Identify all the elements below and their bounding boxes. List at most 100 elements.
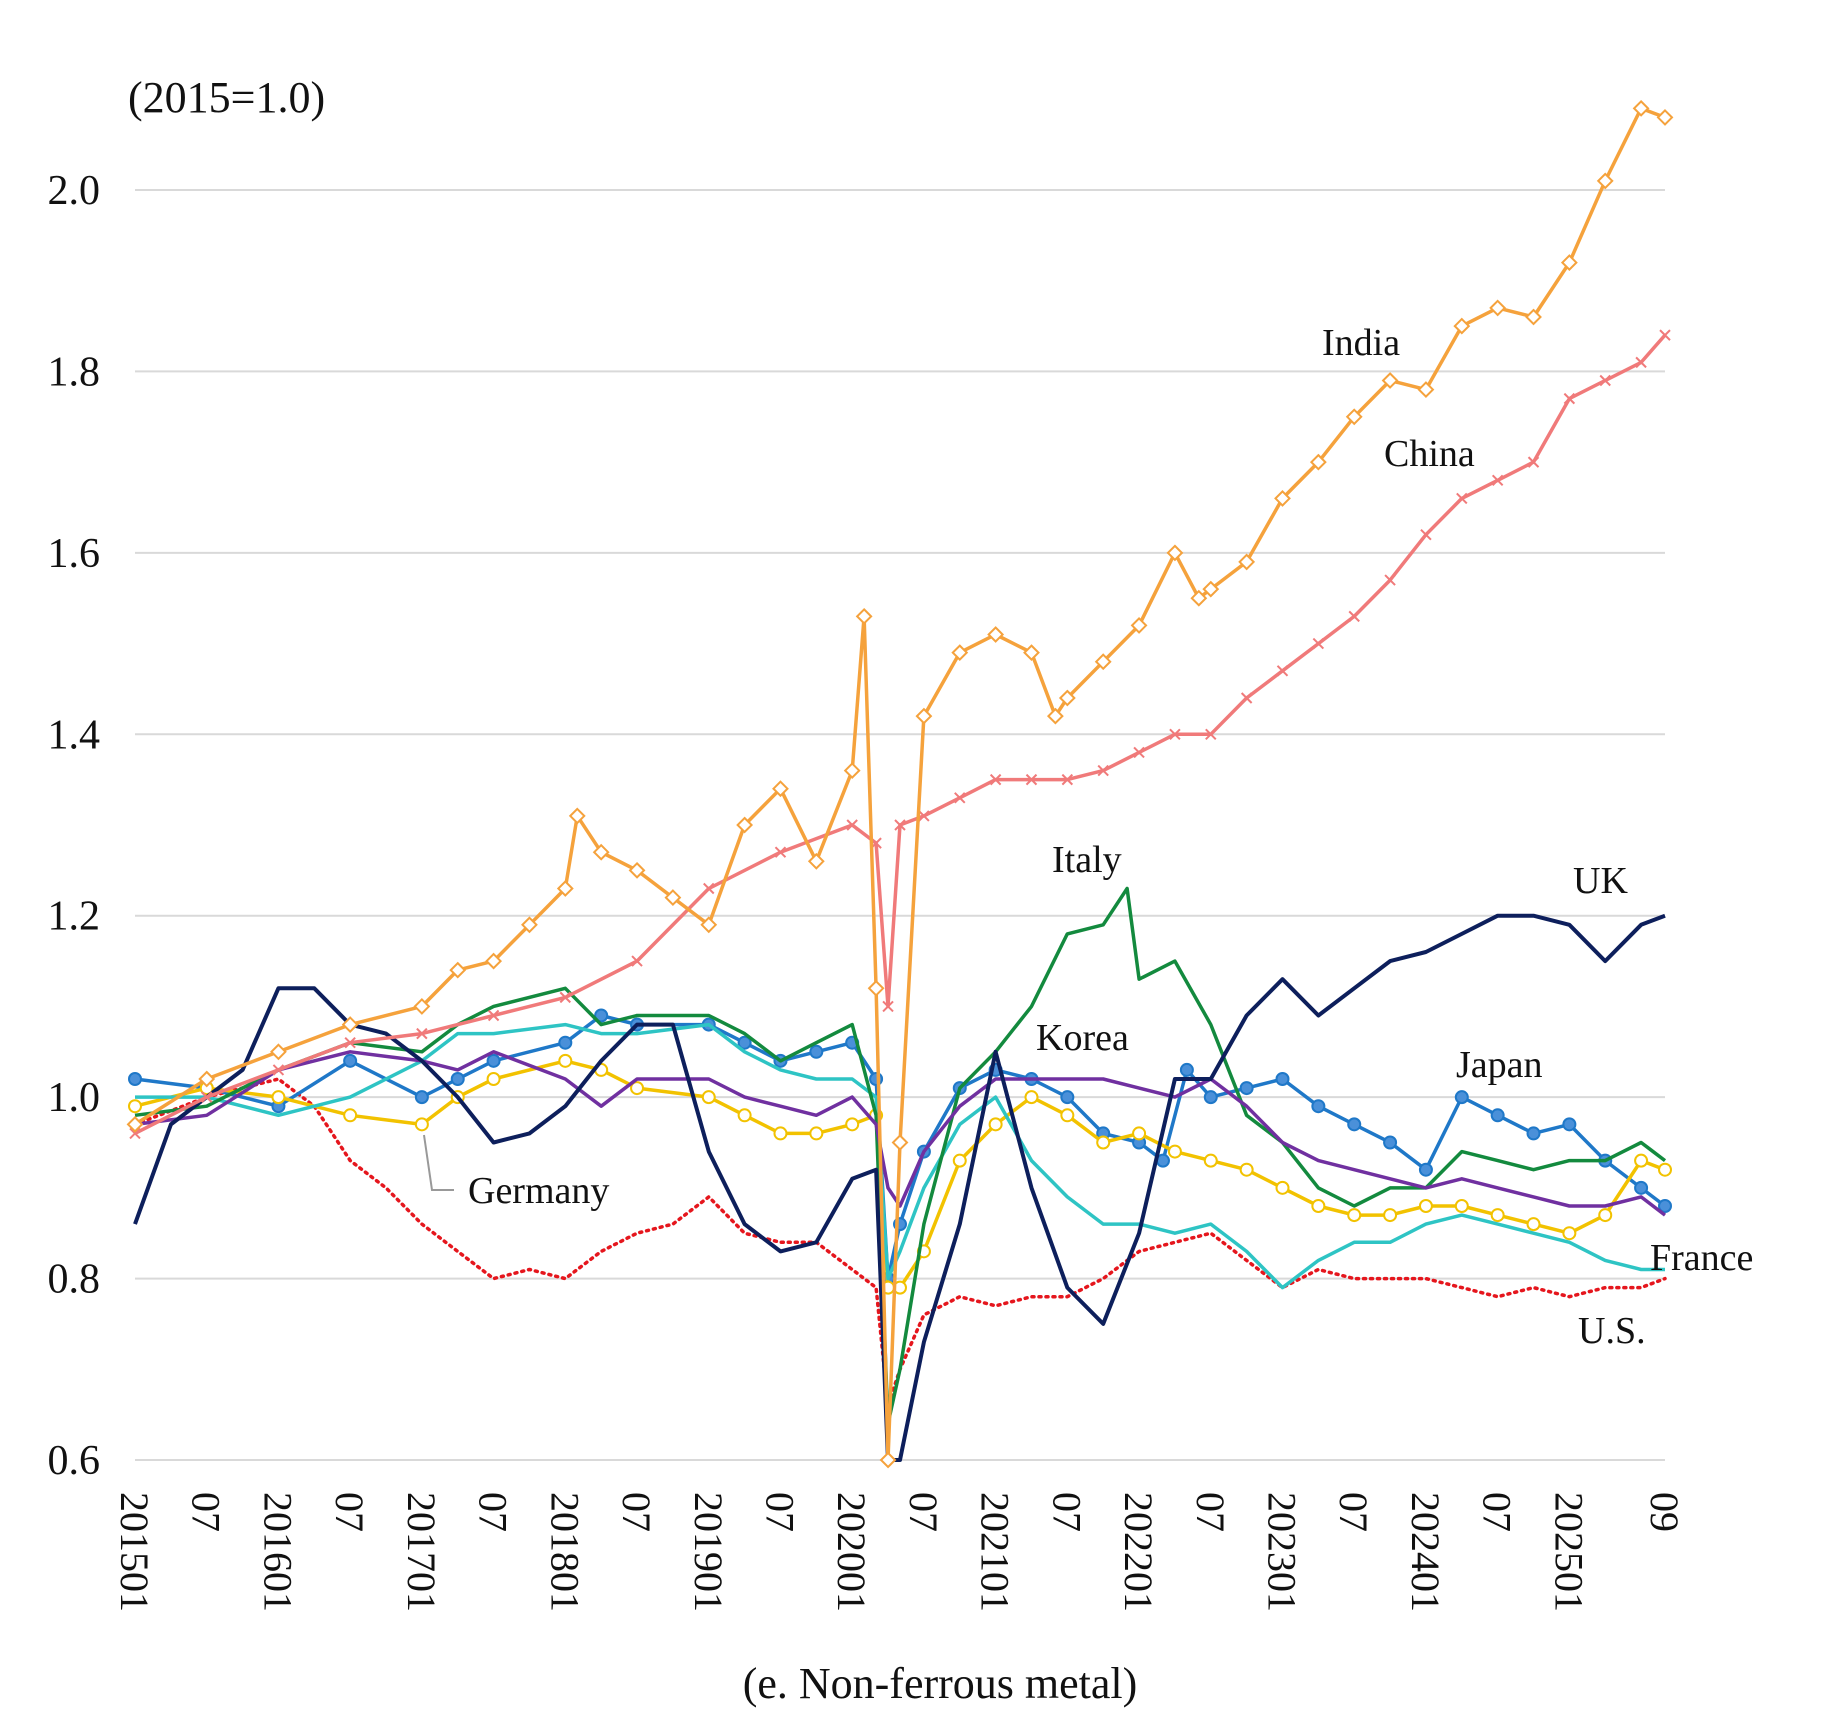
data-point	[1599, 374, 1611, 387]
series-line	[134, 333, 1667, 1135]
unit-label: (2015=1.0)	[128, 73, 325, 122]
data-point	[1562, 1226, 1577, 1241]
data-point	[414, 1090, 429, 1105]
data-point	[558, 1035, 573, 1050]
data-point	[1347, 1208, 1362, 1223]
data-point	[1526, 1217, 1541, 1232]
x-tick-label: 202401	[1403, 1492, 1448, 1612]
data-point	[592, 843, 610, 861]
data-point	[1489, 299, 1507, 317]
data-point	[1239, 1081, 1254, 1096]
data-point	[450, 1072, 465, 1086]
data-point	[1166, 544, 1184, 562]
data-point	[628, 861, 646, 879]
data-point	[1058, 689, 1076, 707]
series-label-uk: UK	[1573, 860, 1628, 902]
data-point	[1656, 109, 1674, 126]
x-tick-label: 09	[1642, 1492, 1687, 1532]
series-labels: India China Italy UK Korea Japan Germany France…	[423, 322, 1753, 1352]
data-point	[341, 1016, 359, 1033]
data-point	[414, 1117, 429, 1132]
data-point	[568, 807, 586, 825]
x-tick-label: 201501	[112, 1492, 157, 1612]
data-point	[1169, 728, 1181, 740]
data-point	[1240, 692, 1253, 704]
data-point	[1096, 1135, 1111, 1150]
data-point	[894, 819, 906, 831]
data-point	[1347, 1117, 1362, 1132]
series-label-china: China	[1384, 433, 1475, 475]
data-point	[1023, 644, 1040, 662]
data-point	[270, 1043, 287, 1061]
data-point	[1527, 456, 1540, 468]
data-point	[1097, 764, 1109, 777]
data-point	[485, 952, 503, 970]
x-tick-label: 202201	[1116, 1492, 1161, 1612]
series-label-u-s: U.S.	[1578, 1310, 1646, 1352]
x-tick-label: 201901	[686, 1492, 731, 1612]
data-point	[1130, 617, 1148, 634]
series-label-korea: Korea	[1036, 1017, 1129, 1059]
data-point	[126, 1115, 144, 1133]
series-lines	[126, 99, 1674, 1469]
data-point	[1348, 610, 1360, 623]
series-korea	[134, 1050, 1667, 1217]
data-point	[559, 991, 572, 1004]
data-point	[1384, 574, 1396, 586]
data-point	[1094, 653, 1112, 671]
data-point	[1635, 356, 1647, 369]
data-point	[1239, 1162, 1254, 1177]
series-line	[134, 106, 1666, 1462]
y-tick-label: 0.8	[48, 1257, 101, 1303]
data-point	[1275, 1180, 1290, 1195]
data-point	[845, 1117, 860, 1132]
data-point	[1596, 172, 1614, 190]
y-tick-label: 1.8	[48, 349, 101, 395]
data-point	[1454, 1090, 1469, 1105]
data-point	[954, 792, 966, 804]
series-india	[126, 99, 1674, 1469]
data-point	[1456, 492, 1468, 505]
data-point	[487, 1009, 500, 1022]
data-point	[700, 916, 718, 934]
data-point	[843, 762, 861, 779]
y-axis-tick-labels: 0.6 0.8 1.0 1.2 1.4 1.6 1.8 2.0	[48, 168, 101, 1484]
series-china	[129, 329, 1671, 1140]
data-point	[1417, 381, 1435, 398]
x-tick-label: 201701	[399, 1492, 444, 1612]
x-tick-label: 202001	[829, 1492, 874, 1612]
data-point	[809, 1044, 824, 1059]
x-tick-label: 07	[1188, 1492, 1233, 1532]
data-point	[594, 1008, 609, 1023]
data-point	[1490, 1108, 1505, 1123]
data-point	[807, 852, 825, 870]
data-point	[129, 1127, 141, 1140]
x-tick-label: 202301	[1260, 1492, 1305, 1612]
data-point	[343, 1108, 358, 1123]
data-point	[664, 889, 682, 906]
y-tick-label: 1.6	[48, 531, 101, 577]
x-tick-label: 07	[1044, 1492, 1089, 1532]
data-point	[869, 1072, 884, 1086]
series-label-india: India	[1322, 322, 1400, 364]
data-point	[1560, 254, 1578, 271]
data-point	[703, 882, 715, 895]
data-point	[918, 810, 930, 822]
data-point	[1024, 1090, 1039, 1105]
data-point	[343, 1053, 358, 1068]
data-point	[1275, 1072, 1290, 1086]
data-point	[128, 1099, 142, 1114]
series-label-japan: Japan	[1456, 1044, 1543, 1086]
x-tick-label: 202101	[973, 1492, 1018, 1612]
data-point	[556, 880, 574, 897]
x-tick-label: 201801	[542, 1492, 587, 1612]
data-point	[344, 1037, 356, 1049]
data-point	[855, 607, 873, 625]
data-point	[987, 626, 1005, 643]
data-point	[879, 1451, 897, 1469]
data-point	[1132, 1126, 1147, 1141]
data-point	[1046, 707, 1064, 725]
data-point	[1202, 580, 1220, 598]
data-point	[772, 780, 789, 798]
